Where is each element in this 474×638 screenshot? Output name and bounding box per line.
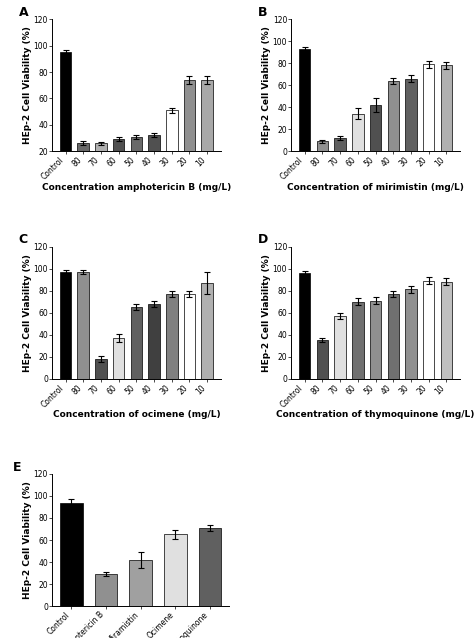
Bar xyxy=(199,528,221,606)
Text: D: D xyxy=(258,234,268,246)
Text: E: E xyxy=(13,461,22,473)
Bar xyxy=(352,114,364,151)
X-axis label: Concentration of mirimistin (mg/L): Concentration of mirimistin (mg/L) xyxy=(287,183,464,192)
Text: C: C xyxy=(18,234,27,246)
Bar xyxy=(95,144,107,178)
Y-axis label: HEp-2 Cell Viability (%): HEp-2 Cell Viability (%) xyxy=(23,26,32,144)
Bar xyxy=(370,300,381,379)
Bar xyxy=(317,340,328,379)
Y-axis label: HEp-2 Cell Viability (%): HEp-2 Cell Viability (%) xyxy=(262,254,271,371)
Bar xyxy=(423,64,434,151)
Y-axis label: HEp-2 Cell Viability (%): HEp-2 Cell Viability (%) xyxy=(23,481,32,599)
Bar xyxy=(131,307,142,379)
X-axis label: Concentration of thymoquinone (mg/L): Concentration of thymoquinone (mg/L) xyxy=(276,410,474,419)
Bar xyxy=(166,294,178,379)
Bar xyxy=(423,281,434,379)
Y-axis label: HEp-2 Cell Viability (%): HEp-2 Cell Viability (%) xyxy=(262,26,271,144)
Bar xyxy=(95,359,107,379)
Bar xyxy=(78,144,89,178)
Text: A: A xyxy=(18,6,28,19)
Bar xyxy=(166,110,178,178)
Bar xyxy=(201,283,213,379)
Bar xyxy=(131,137,142,178)
Bar xyxy=(148,304,160,379)
Y-axis label: HEp-2 Cell Viability (%): HEp-2 Cell Viability (%) xyxy=(23,254,32,371)
Bar xyxy=(370,105,381,151)
Bar xyxy=(95,574,118,606)
Bar xyxy=(388,81,399,151)
Bar xyxy=(441,66,452,151)
Bar xyxy=(60,272,71,379)
Bar xyxy=(201,80,213,178)
Bar xyxy=(388,294,399,379)
X-axis label: Concentration of ocimene (mg/L): Concentration of ocimene (mg/L) xyxy=(53,410,220,419)
Bar xyxy=(113,338,124,379)
Bar xyxy=(334,138,346,151)
Bar xyxy=(299,273,310,379)
X-axis label: Concentration amphotericin B (mg/L): Concentration amphotericin B (mg/L) xyxy=(42,183,231,192)
Bar xyxy=(334,316,346,379)
Bar xyxy=(317,142,328,151)
Bar xyxy=(164,535,187,606)
Bar xyxy=(184,294,195,379)
Bar xyxy=(299,49,310,151)
Bar xyxy=(184,80,195,178)
Bar xyxy=(60,52,71,178)
Bar xyxy=(405,290,417,379)
Bar xyxy=(441,282,452,379)
Bar xyxy=(78,272,89,379)
Bar xyxy=(129,560,152,606)
Bar xyxy=(148,135,160,178)
Bar xyxy=(352,302,364,379)
Bar xyxy=(405,78,417,151)
Bar xyxy=(113,140,124,178)
Text: B: B xyxy=(258,6,267,19)
Bar xyxy=(60,503,83,606)
